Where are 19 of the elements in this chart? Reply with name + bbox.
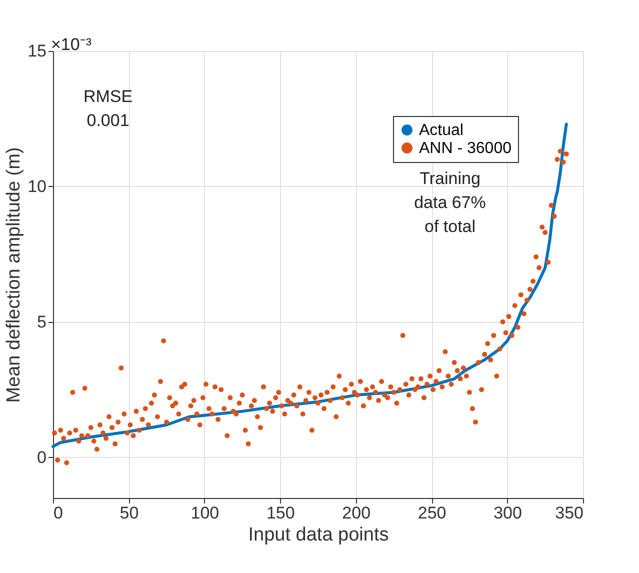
y-tick-label: 10	[28, 176, 46, 196]
x-axis-title: Input data points	[248, 524, 389, 546]
y-axis-title: Mean deflection amplitude (m)	[4, 147, 25, 403]
x-tick-label: 50	[120, 504, 139, 522]
x-tick-label: 100	[190, 504, 220, 522]
annotation: RMSE 0.001	[83, 87, 133, 130]
annotation: Training data 67% of total	[414, 169, 486, 236]
x-tick-label: 200	[342, 504, 371, 522]
x-tick-label: 300	[494, 504, 522, 522]
x-tick-label: 350	[555, 504, 584, 522]
annotation: ×10⁻³	[51, 35, 92, 54]
y-tick-label: 5	[37, 312, 46, 332]
x-tick-label: 0	[54, 504, 63, 522]
x-tick-label: 150	[266, 504, 295, 522]
x-tick-label: 250	[418, 504, 446, 522]
legend-label: Actual	[419, 122, 464, 139]
legend-label: ANN - 36000	[419, 140, 512, 157]
y-tick-label: 15	[28, 42, 46, 60]
y-tick-label: 0	[37, 448, 46, 467]
